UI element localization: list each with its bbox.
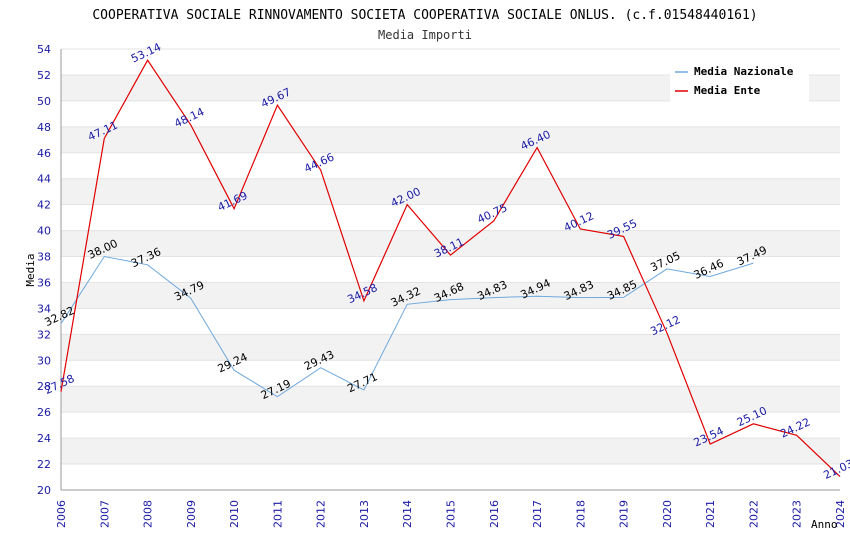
grid-bands bbox=[61, 74, 840, 465]
legend: Media Nazionale Media Ente bbox=[670, 60, 809, 102]
x-tick-label: 2017 bbox=[531, 500, 544, 528]
grid-band bbox=[61, 282, 840, 309]
x-tick-label: 2019 bbox=[618, 500, 631, 528]
grid-band bbox=[61, 230, 840, 257]
x-tick-label: 2014 bbox=[401, 500, 414, 528]
x-tick-label: 2010 bbox=[228, 500, 241, 528]
y-tick-label: 48 bbox=[37, 121, 51, 134]
chart-title: COOPERATIVA SOCIALE RINNOVAMENTO SOCIETA… bbox=[92, 8, 757, 23]
y-tick-label: 36 bbox=[37, 276, 51, 289]
data-label-media-ente: 24.22 bbox=[778, 416, 812, 441]
legend-label-media-ente: Media Ente bbox=[694, 84, 761, 97]
x-tick-label: 2012 bbox=[315, 500, 328, 528]
y-tick-label: 30 bbox=[37, 354, 51, 367]
x-tick-label: 2021 bbox=[704, 500, 717, 528]
x-tick-label: 2024 bbox=[834, 500, 847, 528]
series-line-media-nazionale bbox=[60, 255, 754, 398]
y-tick-label: 50 bbox=[37, 95, 51, 108]
series-lines bbox=[60, 59, 841, 478]
legend-box bbox=[670, 60, 809, 102]
series-line-media-ente bbox=[60, 59, 841, 478]
x-tick-label: 2013 bbox=[358, 500, 371, 528]
grid-band bbox=[61, 178, 840, 205]
x-axis-title: Anno bbox=[811, 518, 838, 531]
grid-band bbox=[61, 386, 840, 413]
y-tick-label: 32 bbox=[37, 328, 51, 341]
data-label-media-nazionale: 36.46 bbox=[692, 257, 726, 282]
x-tick-label: 2006 bbox=[55, 500, 68, 528]
grid-band bbox=[61, 438, 840, 465]
y-tick-label: 22 bbox=[37, 458, 51, 471]
x-tick-label: 2008 bbox=[142, 500, 155, 528]
x-tick-label: 2020 bbox=[661, 500, 674, 528]
grid-band bbox=[61, 334, 840, 361]
x-tick-label: 2007 bbox=[98, 500, 111, 528]
data-label-media-ente: 44.66 bbox=[302, 150, 336, 175]
y-tick-label: 28 bbox=[37, 380, 51, 393]
chart-subtitle: Media Importi bbox=[378, 28, 472, 42]
y-tick-label: 20 bbox=[37, 484, 51, 497]
y-tick-label: 44 bbox=[37, 173, 51, 186]
y-tick-labels: 20 22 24 26 28 30 32 34 36 38 40 42 44 46 48 50 52 54 bbox=[37, 43, 51, 497]
y-tick-label: 54 bbox=[37, 43, 51, 56]
y-axis-title: Media bbox=[24, 253, 37, 286]
y-tick-label: 52 bbox=[37, 69, 51, 82]
x-tick-label: 2009 bbox=[185, 500, 198, 528]
x-tick-label: 2022 bbox=[747, 500, 760, 528]
y-tick-label: 42 bbox=[37, 199, 51, 212]
y-tick-label: 40 bbox=[37, 225, 51, 238]
x-tick-label: 2016 bbox=[488, 500, 501, 528]
grid-band bbox=[61, 126, 840, 153]
x-tick-label: 2023 bbox=[791, 500, 804, 528]
x-tick-labels: 2006 2007 2008 2009 2010 2011 2012 2013 2014 2015… bbox=[55, 500, 847, 528]
y-tick-label: 24 bbox=[37, 432, 51, 445]
x-tick-label: 2011 bbox=[271, 500, 284, 528]
x-tick-label: 2015 bbox=[445, 500, 458, 528]
y-tick-label: 38 bbox=[37, 251, 51, 264]
y-tick-label: 26 bbox=[37, 406, 51, 419]
y-tick-label: 46 bbox=[37, 147, 51, 160]
x-tick-label: 2018 bbox=[574, 500, 587, 528]
y-tick-label: 34 bbox=[37, 302, 51, 315]
legend-label-media-nazionale: Media Nazionale bbox=[694, 65, 794, 78]
